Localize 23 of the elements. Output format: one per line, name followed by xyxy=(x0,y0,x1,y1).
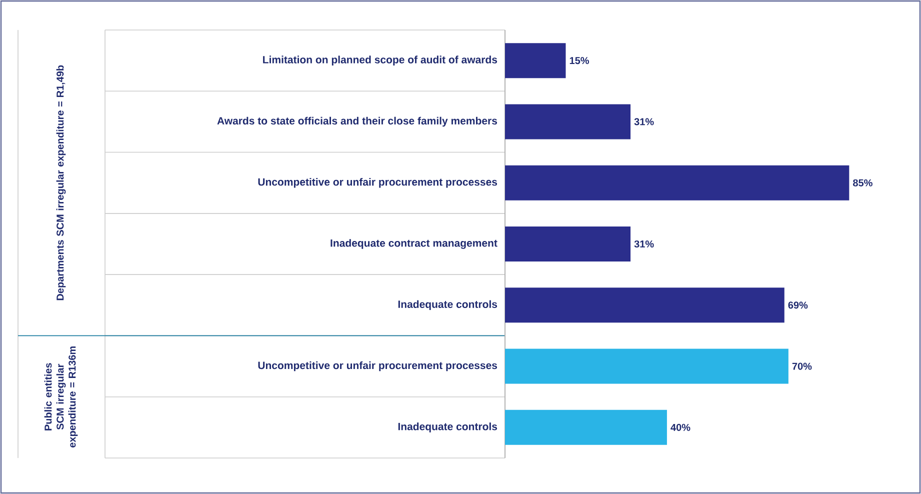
data-label: 31% xyxy=(634,240,654,248)
text: Departments SCM irregular expenditure = R1,49b xyxy=(56,65,66,300)
data-label: 31% xyxy=(634,118,654,126)
y-tick-label: Awards to state officials and their close family members xyxy=(217,116,498,127)
data-label: 40% xyxy=(670,424,690,431)
y-tick-label: Inadequate controls xyxy=(398,422,498,432)
bar xyxy=(505,348,788,384)
y-tick-label: Inadequate contract management xyxy=(330,239,498,249)
y-tick-label: Uncompetitive or unfair procurement processes xyxy=(258,361,498,372)
data-label: 70% xyxy=(792,362,812,370)
bar xyxy=(505,226,631,262)
bar xyxy=(505,165,850,200)
bar xyxy=(505,43,566,78)
data-label: 69% xyxy=(788,302,808,309)
data-label: 15% xyxy=(570,57,590,64)
y-tick-label: Inadequate controls xyxy=(398,300,498,310)
data-label: 85% xyxy=(853,179,872,186)
y-tick-label: Limitation on planned scope of audit of awards xyxy=(263,56,498,66)
bar xyxy=(505,104,631,140)
y-tick-label: Uncompetitive or unfair procurement processes xyxy=(258,178,498,188)
bar xyxy=(505,288,784,323)
bar xyxy=(505,410,667,445)
text: Public entities SCM irregular expenditure = R136m xyxy=(44,346,78,448)
